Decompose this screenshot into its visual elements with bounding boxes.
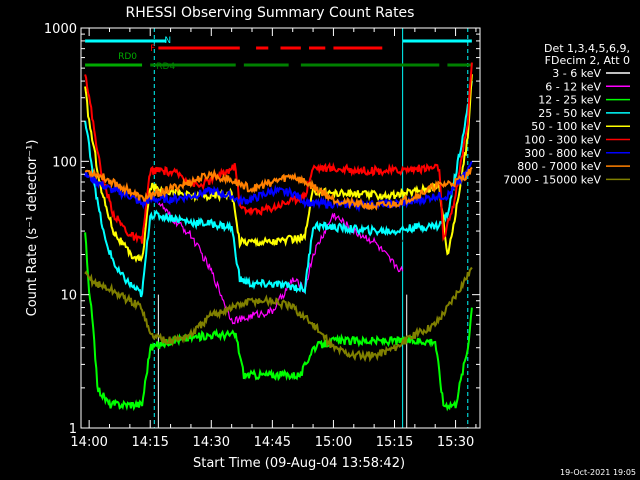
x-tick-label: 15:00 — [315, 435, 352, 450]
legend-entry-5: 100 - 300 keV — [524, 134, 601, 147]
legend-entry-6: 300 - 800 keV — [524, 147, 601, 160]
x-tick-label: 15:15 — [376, 435, 413, 450]
series-line-2 — [84, 232, 473, 412]
x-tick-label: 14:15 — [131, 435, 168, 450]
state-flags — [85, 39, 472, 67]
y-tick-label: 1 — [69, 422, 77, 437]
legend-entry-4: 50 - 100 keV — [531, 120, 601, 133]
series-line-3 — [84, 80, 473, 298]
legend: Det 1,3,4,5,6,9,FDecim 2, Att 03 - 6 keV… — [503, 42, 630, 186]
flag-label-n: N — [164, 36, 171, 46]
plot-frame — [80, 27, 481, 429]
x-tick-label: 14:00 — [70, 435, 107, 450]
flag-label-rd4: RD4 — [156, 62, 175, 72]
series-line-5 — [84, 62, 473, 244]
series-line-4 — [84, 74, 473, 264]
chart-title: RHESSI Observing Summary Count Rates — [126, 5, 415, 21]
axes: 14:00 14:15 14:30 14:45 15:00 15:15 15:30 1 10 10… — [44, 22, 480, 450]
flag-label-f: F — [150, 44, 155, 54]
marker-lines — [153, 28, 469, 428]
x-axis-label: Start Time (09-Aug-04 13:58:42) — [193, 456, 405, 471]
x-tick-label: 15:30 — [437, 435, 474, 450]
series-line-8 — [84, 266, 473, 363]
flag-label-rd0: RD0 — [118, 52, 137, 62]
y-tick-label: 100 — [52, 155, 77, 170]
series-line-7 — [84, 166, 473, 211]
legend-entry-7: 800 - 7000 keV — [517, 160, 601, 173]
y-axis-label: Count Rate (s⁻¹ detector⁻¹) — [25, 140, 40, 317]
series-line-0 — [84, 170, 404, 309]
x-tick-label: 14:30 — [193, 435, 230, 450]
legend-entry-0: 3 - 6 keV — [552, 67, 601, 80]
legend-header-0: Det 1,3,4,5,6,9, — [544, 42, 630, 55]
legend-entry-1: 6 - 12 keV — [545, 80, 601, 93]
legend-entry-2: 12 - 25 keV — [538, 94, 601, 107]
generation-timestamp: 19-Oct-2021 19:05 — [560, 468, 636, 477]
y-tick-label: 1000 — [44, 22, 77, 37]
legend-entry-8: 7000 - 15000 keV — [503, 173, 601, 186]
legend-header-1: FDecim 2, Att 0 — [545, 54, 630, 67]
data-series — [84, 62, 473, 412]
y-tick-label: 10 — [60, 289, 77, 304]
series-line-6 — [84, 160, 473, 213]
x-tick-label: 14:45 — [254, 435, 291, 450]
series-line-1 — [157, 202, 404, 325]
legend-entry-3: 25 - 50 keV — [538, 107, 601, 120]
